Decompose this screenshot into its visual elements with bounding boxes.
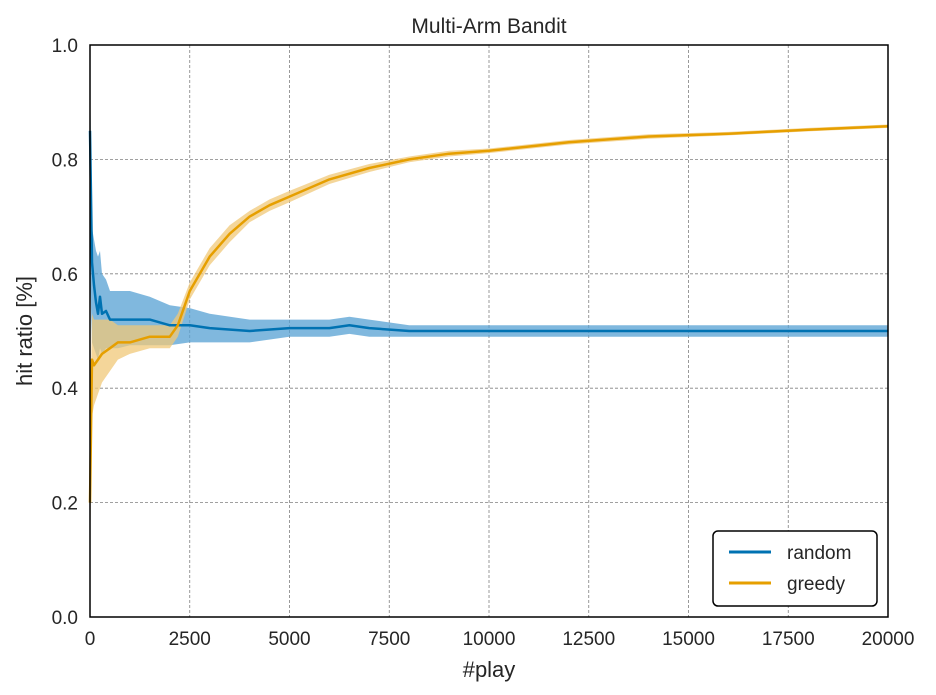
- x-tick-label: 7500: [368, 629, 410, 650]
- x-tick-label: 17500: [762, 629, 815, 650]
- chart-title: Multi-Arm Bandit: [411, 15, 566, 38]
- series-line-random: [88, 130, 888, 333]
- plot-frame: [89, 44, 889, 618]
- legend: random greedy: [712, 530, 878, 607]
- legend-box: [712, 530, 878, 607]
- x-tick-label: 5000: [268, 629, 310, 650]
- series-line-greedy: [88, 124, 889, 503]
- y-tick-label: 0.4: [52, 379, 79, 400]
- x-tick-label: 10000: [463, 629, 516, 650]
- x-tick-label: 12500: [562, 629, 615, 650]
- x-axis-label: #play: [463, 657, 516, 682]
- legend-label-greedy: greedy: [787, 574, 846, 595]
- y-tick-label: 0.0: [52, 608, 78, 629]
- x-tick-label: 2500: [169, 629, 211, 650]
- x-tick-label: 0: [85, 629, 96, 650]
- y-tick-label: 1.0: [52, 36, 78, 57]
- y-axis-label: hit ratio [%]: [12, 276, 37, 386]
- legend-label-random: random: [787, 543, 851, 564]
- y-tick-label: 0.8: [52, 150, 78, 171]
- series-lines: [88, 124, 889, 503]
- y-tick-label: 0.2: [52, 494, 78, 515]
- x-tick-label: 20000: [862, 629, 915, 650]
- x-tick-label: 15000: [662, 629, 715, 650]
- x-axis-ticks: 0 2500 5000 7500 10000 12500 15000 17500 20000: [85, 629, 915, 650]
- y-axis-ticks: 0.0 0.2 0.4 0.6 0.8 1.0: [52, 36, 79, 629]
- y-tick-label: 0.6: [52, 265, 78, 286]
